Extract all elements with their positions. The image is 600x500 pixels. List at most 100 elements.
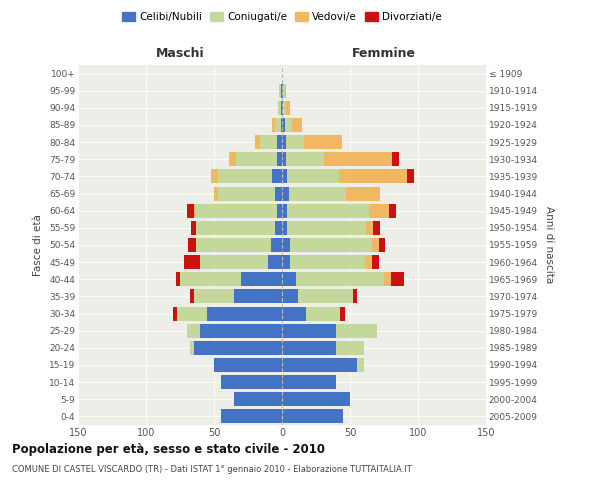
Bar (372, 238, 379, 252)
Bar (384, 272, 391, 286)
Bar (282, 306, 307, 320)
Bar (287, 221, 367, 235)
Bar (282, 392, 350, 406)
Bar (282, 101, 283, 115)
Bar (279, 84, 281, 98)
Bar (282, 290, 298, 304)
Bar (177, 306, 207, 320)
Bar (236, 152, 277, 166)
Bar (282, 204, 287, 218)
Bar (290, 255, 365, 269)
Bar (282, 135, 286, 149)
Bar (372, 255, 379, 269)
Bar (285, 84, 286, 98)
Bar (367, 221, 373, 235)
Bar (286, 101, 290, 115)
Text: Maschi: Maschi (155, 47, 205, 60)
Y-axis label: Fasce di età: Fasce di età (34, 214, 43, 276)
Bar (194, 290, 235, 304)
Bar (278, 101, 281, 115)
Bar (339, 170, 407, 183)
Bar (218, 186, 275, 200)
Bar (194, 341, 282, 355)
Bar (221, 410, 282, 424)
Bar (296, 272, 384, 286)
Bar (235, 290, 282, 304)
Bar (369, 204, 389, 218)
Bar (282, 410, 343, 424)
Bar (191, 221, 196, 235)
Bar (211, 170, 218, 183)
Bar (272, 118, 275, 132)
Bar (373, 221, 380, 235)
Bar (282, 375, 337, 389)
Bar (255, 135, 260, 149)
Bar (389, 204, 396, 218)
Bar (282, 118, 285, 132)
Bar (268, 255, 282, 269)
Bar (207, 306, 282, 320)
Bar (357, 358, 364, 372)
Bar (287, 170, 339, 183)
Bar (260, 135, 277, 149)
Bar (337, 324, 377, 338)
Bar (229, 152, 236, 166)
Bar (282, 84, 283, 98)
Bar (271, 238, 282, 252)
Bar (379, 238, 385, 252)
Bar (277, 135, 282, 149)
Legend: Celibi/Nubili, Coniugati/e, Vedovi/e, Divorziati/e: Celibi/Nubili, Coniugati/e, Vedovi/e, Di… (118, 8, 446, 26)
Bar (214, 358, 282, 372)
Bar (292, 118, 302, 132)
Bar (298, 290, 353, 304)
Bar (218, 170, 272, 183)
Bar (221, 375, 282, 389)
Bar (286, 152, 324, 166)
Bar (272, 170, 282, 183)
Bar (195, 204, 277, 218)
Bar (275, 221, 282, 235)
Bar (282, 221, 287, 235)
Bar (282, 238, 290, 252)
Bar (235, 392, 282, 406)
Bar (286, 135, 304, 149)
Bar (194, 204, 195, 218)
Bar (304, 135, 342, 149)
Bar (176, 272, 180, 286)
Bar (346, 186, 380, 200)
Bar (282, 152, 286, 166)
Bar (190, 290, 194, 304)
Bar (283, 101, 286, 115)
Bar (392, 152, 399, 166)
Text: COMUNE DI CASTEL VISCARDO (TR) - Dati ISTAT 1° gennaio 2010 - Elaborazione TUTTA: COMUNE DI CASTEL VISCARDO (TR) - Dati IS… (12, 465, 412, 474)
Bar (275, 118, 281, 132)
Bar (282, 170, 287, 183)
Bar (407, 170, 414, 183)
Bar (188, 238, 196, 252)
Bar (184, 255, 200, 269)
Text: Popolazione per età, sesso e stato civile - 2010: Popolazione per età, sesso e stato civil… (12, 442, 325, 456)
Bar (287, 204, 369, 218)
Bar (365, 255, 372, 269)
Bar (196, 238, 271, 252)
Bar (200, 255, 268, 269)
Bar (353, 290, 357, 304)
Bar (282, 358, 357, 372)
Bar (391, 272, 404, 286)
Bar (281, 84, 282, 98)
Bar (282, 341, 337, 355)
Bar (190, 341, 194, 355)
Bar (282, 324, 337, 338)
Bar (277, 152, 282, 166)
Bar (281, 101, 282, 115)
Bar (282, 272, 296, 286)
Bar (277, 204, 282, 218)
Bar (324, 152, 392, 166)
Bar (187, 204, 194, 218)
Bar (340, 306, 344, 320)
Text: Femmine: Femmine (352, 47, 416, 60)
Bar (283, 84, 285, 98)
Bar (337, 341, 364, 355)
Bar (307, 306, 340, 320)
Y-axis label: Anni di nascita: Anni di nascita (544, 206, 554, 284)
